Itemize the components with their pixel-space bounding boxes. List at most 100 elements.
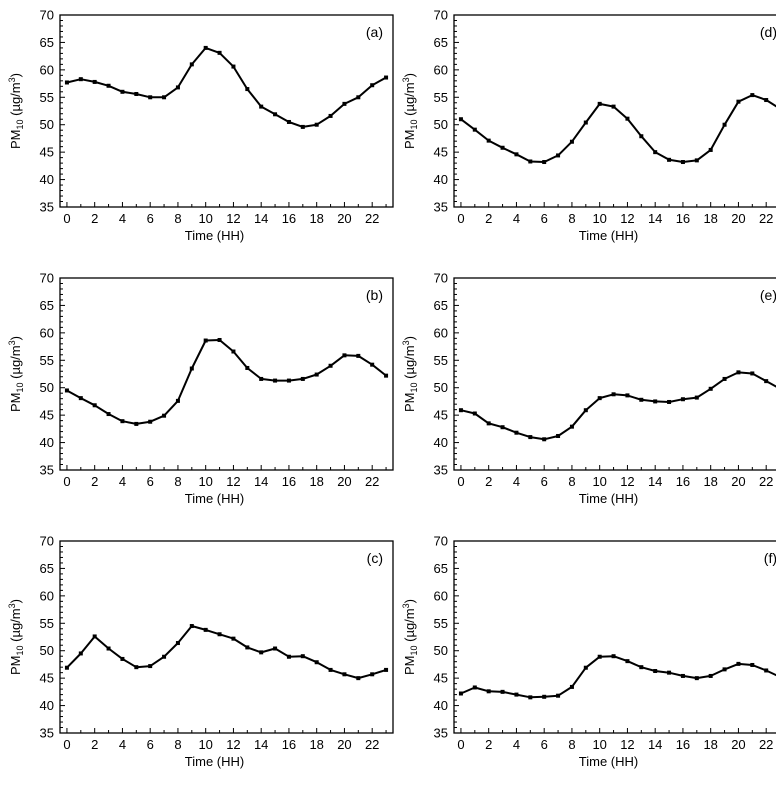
x-tick-label: 8	[174, 474, 181, 489]
data-point	[384, 373, 389, 378]
data-point	[528, 159, 533, 164]
data-point	[175, 641, 180, 646]
data-point	[625, 659, 630, 664]
x-tick-label: 0	[63, 211, 70, 226]
y-axis-title-part: 10	[15, 382, 25, 392]
y-tick-label: 35	[434, 200, 448, 215]
panel-label-d: (d)	[760, 24, 776, 40]
y-axis-title-part: (µg/m	[402, 345, 417, 382]
data-point	[342, 672, 347, 677]
y-tick-label: 55	[434, 90, 448, 105]
data-point	[764, 668, 769, 673]
x-axis-title: Time (HH)	[579, 491, 638, 506]
x-tick-label: 14	[254, 474, 268, 489]
data-point	[148, 95, 153, 100]
data-point	[92, 634, 97, 639]
x-tick-label: 0	[457, 211, 464, 226]
data-point	[189, 624, 194, 629]
x-tick-label: 0	[457, 737, 464, 752]
x-tick-label: 10	[592, 474, 606, 489]
data-point	[342, 353, 347, 358]
x-tick-label: 12	[226, 737, 240, 752]
x-tick-label: 8	[174, 737, 181, 752]
x-tick-label: 16	[282, 474, 296, 489]
data-point	[259, 104, 264, 109]
panel-label-e: (e)	[760, 287, 776, 303]
data-point	[611, 654, 616, 659]
panel-label-b: (b)	[366, 287, 383, 303]
y-axis-title-part: 3	[401, 603, 411, 608]
x-tick-label: 16	[676, 737, 690, 752]
data-point	[78, 77, 83, 82]
x-axis-title: Time (HH)	[185, 754, 244, 769]
data-point	[328, 363, 333, 368]
y-axis-title-part: PM	[402, 129, 417, 149]
data-point	[328, 113, 333, 118]
data-point	[736, 99, 741, 104]
data-point	[78, 396, 83, 401]
data-point	[106, 646, 111, 651]
data-point	[314, 660, 319, 665]
series-line	[460, 94, 776, 163]
x-tick-label: 2	[485, 737, 492, 752]
data-point	[736, 370, 741, 375]
data-point	[694, 158, 699, 163]
y-axis-title-part: 10	[409, 645, 419, 655]
data-point	[120, 89, 125, 94]
x-tick-label: 12	[226, 474, 240, 489]
x-tick-label: 16	[282, 211, 296, 226]
x-tick-label: 4	[513, 211, 520, 226]
y-axis-title-part: (µg/m	[402, 608, 417, 645]
x-tick-label: 0	[63, 474, 70, 489]
data-point	[597, 396, 602, 401]
y-tick-label: 45	[40, 145, 54, 160]
y-tick-label: 55	[434, 616, 448, 631]
y-tick-label: 45	[434, 145, 448, 160]
data-point	[245, 645, 250, 650]
y-axis-title-part: (µg/m	[8, 608, 23, 645]
x-tick-label: 10	[592, 211, 606, 226]
y-axis-title-part: (µg/m	[402, 82, 417, 119]
data-point	[514, 692, 519, 697]
y-tick-label: 35	[40, 200, 54, 215]
data-point	[528, 435, 533, 440]
x-tick-label: 16	[282, 737, 296, 752]
y-axis-title-part: 10	[15, 645, 25, 655]
x-tick-label: 22	[759, 474, 773, 489]
x-tick-label: 18	[309, 737, 323, 752]
data-point	[120, 419, 125, 424]
data-point	[134, 665, 139, 670]
x-axis-title: Time (HH)	[579, 228, 638, 243]
data-point	[667, 157, 672, 162]
data-point	[667, 670, 672, 675]
data-point	[370, 362, 375, 367]
data-point	[667, 399, 672, 404]
data-point	[472, 685, 477, 690]
data-point	[472, 127, 477, 132]
x-tick-label: 14	[648, 211, 662, 226]
x-axis-title: Time (HH)	[579, 754, 638, 769]
data-point	[625, 116, 630, 121]
data-point	[597, 654, 602, 659]
y-tick-label: 70	[434, 8, 448, 23]
y-tick-label: 40	[434, 435, 448, 450]
plot-frame	[59, 540, 394, 734]
data-point	[217, 50, 222, 55]
data-point	[556, 693, 561, 698]
data-point	[273, 378, 278, 383]
data-point	[217, 632, 222, 637]
data-point	[680, 160, 685, 165]
data-point	[569, 684, 574, 689]
y-axis-title-part: (µg/m	[8, 82, 23, 119]
x-tick-label: 14	[254, 737, 268, 752]
x-tick-label: 2	[91, 474, 98, 489]
x-tick-label: 18	[703, 211, 717, 226]
plot-frame	[453, 14, 776, 208]
y-tick-label: 60	[434, 325, 448, 340]
y-axis-title-part: PM	[402, 655, 417, 675]
data-point	[722, 122, 727, 127]
x-tick-label: 6	[147, 474, 154, 489]
data-point	[708, 673, 713, 678]
x-tick-label: 4	[513, 737, 520, 752]
x-tick-label: 6	[147, 211, 154, 226]
